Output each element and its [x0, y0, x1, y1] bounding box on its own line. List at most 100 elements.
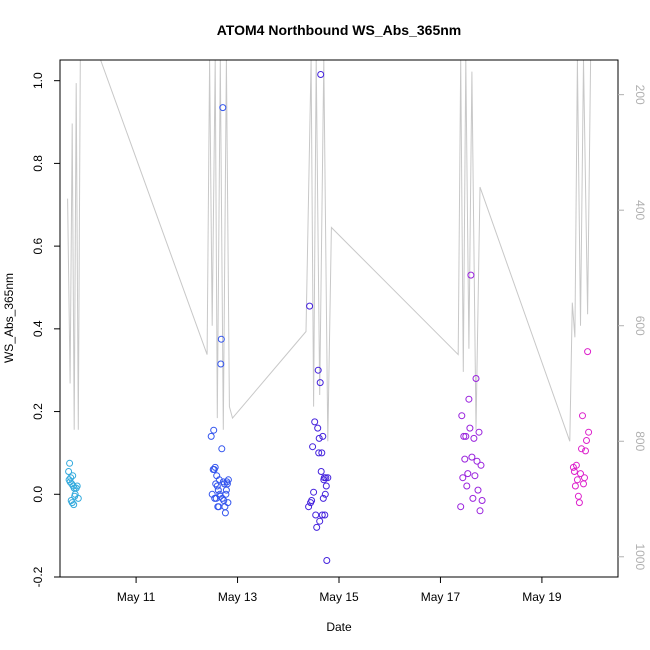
data-point-flight-5 — [570, 468, 578, 475]
secondary-y-axis: 200 400 600 800 1000 — [618, 85, 647, 570]
data-point-flight-2 — [210, 426, 218, 434]
data-point-flight-2 — [218, 445, 226, 453]
data-point-flight-4 — [463, 482, 471, 490]
y-tick-label: 0.0 — [31, 486, 45, 503]
data-point-flight-3 — [305, 503, 313, 511]
data-point-flight-4 — [474, 486, 482, 494]
data-point-flight-5 — [582, 447, 589, 455]
data-point-flight-5 — [579, 412, 586, 420]
data-point-flight-4 — [475, 428, 483, 436]
data-point-flight-4 — [466, 424, 474, 432]
scatter-points-layer — [65, 71, 593, 564]
data-point-flight-4 — [477, 461, 485, 469]
data-point-flight-3 — [312, 511, 320, 519]
y2-tick-label: 1000 — [633, 543, 647, 570]
data-point-flight-5 — [583, 437, 590, 444]
data-point-flight-4 — [460, 432, 468, 440]
data-point-flight-3 — [317, 468, 325, 475]
data-point-flight-4 — [468, 453, 476, 461]
data-point-flight-4 — [457, 503, 465, 511]
y-axis: -0.2 0.0 0.2 0.4 0.6 0.8 1.0 — [31, 72, 60, 587]
y-tick-label: 0.4 — [31, 320, 45, 337]
data-point-flight-4 — [471, 472, 479, 480]
data-point-flight-2 — [224, 476, 232, 484]
data-point-flight-3 — [319, 494, 327, 502]
data-point-flight-3 — [311, 418, 319, 426]
data-point-flight-1 — [66, 459, 74, 467]
data-point-flight-3 — [321, 490, 329, 498]
data-point-flight-2 — [213, 482, 221, 490]
x-tick-label: May 17 — [421, 590, 461, 604]
data-point-flight-1 — [65, 468, 73, 475]
data-point-flight-4 — [478, 497, 486, 504]
data-point-flight-3 — [314, 366, 322, 374]
data-point-flight-2 — [221, 509, 229, 517]
y-tick-label: 0.2 — [31, 403, 45, 420]
data-point-flight-4 — [458, 412, 466, 420]
data-point-flight-4 — [476, 507, 484, 515]
data-point-flight-2 — [214, 486, 222, 494]
data-point-flight-1 — [68, 499, 76, 507]
data-point-flight-5 — [571, 482, 579, 490]
data-point-flight-3 — [310, 488, 318, 496]
data-point-flight-2 — [212, 480, 220, 488]
data-point-flight-3 — [318, 511, 326, 519]
data-point-flight-2 — [224, 499, 232, 507]
x-tick-label: May 19 — [522, 590, 562, 604]
data-point-flight-2 — [211, 463, 219, 471]
data-point-flight-3 — [322, 474, 330, 482]
data-point-flight-3 — [308, 497, 316, 504]
data-point-flight-2 — [218, 494, 226, 502]
data-point-flight-3 — [323, 557, 331, 564]
data-point-flight-4 — [461, 455, 469, 463]
data-point-flight-3 — [315, 434, 323, 442]
data-point-flight-1 — [73, 482, 81, 490]
chart-title: ATOM4 Northbound WS_Abs_365nm — [217, 22, 462, 38]
data-point-flight-5 — [575, 499, 583, 507]
y-tick-label: -0.2 — [31, 566, 45, 587]
data-point-flight-5 — [585, 428, 593, 436]
data-point-flight-4 — [472, 375, 480, 382]
x-tick-label: May 11 — [117, 590, 156, 604]
data-point-flight-3 — [322, 482, 330, 490]
data-point-flight-5 — [577, 470, 584, 478]
data-point-flight-4 — [459, 474, 467, 482]
data-point-flight-3 — [316, 517, 324, 525]
y2-tick-label: 600 — [633, 316, 647, 336]
y2-tick-label: 800 — [633, 431, 647, 451]
y-tick-label: 0.8 — [31, 155, 45, 172]
data-point-flight-3 — [316, 379, 324, 387]
x-tick-label: May 15 — [319, 590, 359, 604]
data-point-flight-2 — [207, 432, 215, 440]
data-point-flight-4 — [464, 470, 472, 478]
data-point-flight-4 — [467, 271, 475, 279]
data-point-flight-3 — [319, 432, 327, 440]
data-point-flight-1 — [74, 494, 82, 502]
data-point-flight-4 — [462, 432, 470, 440]
data-point-flight-3 — [321, 511, 329, 519]
data-point-flight-1 — [69, 472, 77, 480]
data-point-flight-4 — [470, 434, 478, 442]
data-point-flight-4 — [469, 494, 477, 502]
data-point-flight-5 — [572, 461, 580, 469]
y-tick-label: 1.0 — [31, 72, 45, 89]
data-point-flight-4 — [473, 457, 481, 465]
y2-tick-label: 200 — [633, 85, 647, 105]
y-axis-label: WS_Abs_365nm — [2, 273, 16, 363]
data-point-flight-5 — [584, 348, 592, 356]
data-point-flight-3 — [309, 443, 317, 451]
data-point-flight-3 — [314, 424, 322, 432]
data-point-flight-2 — [215, 476, 223, 484]
data-point-flight-4 — [465, 395, 473, 403]
data-point-flight-2 — [223, 480, 231, 488]
y2-tick-label: 400 — [633, 200, 647, 220]
x-tick-label: May 13 — [218, 590, 258, 604]
data-point-flight-3 — [324, 474, 332, 482]
data-point-flight-2 — [217, 335, 225, 343]
x-axis: May 11 May 13 May 15 May 17 May 19 — [117, 577, 562, 604]
y-tick-label: 0.6 — [31, 237, 45, 254]
x-axis-label: Date — [326, 620, 352, 634]
data-point-flight-1 — [70, 501, 78, 509]
